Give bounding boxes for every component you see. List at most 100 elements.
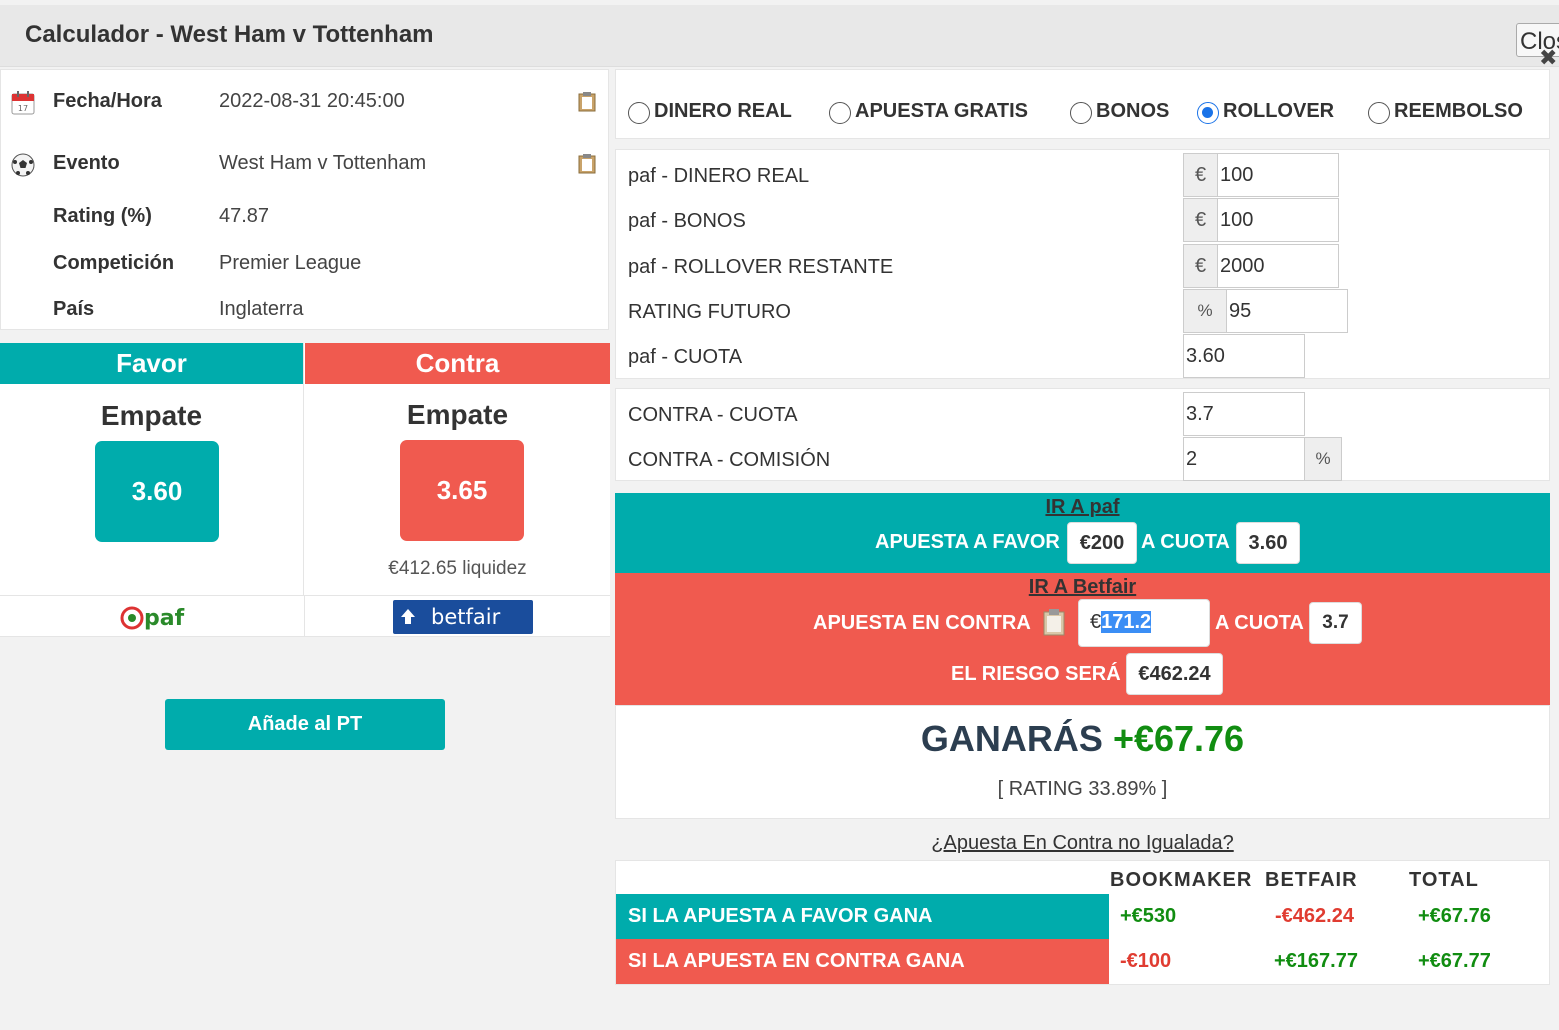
clipboard-icon[interactable] bbox=[1042, 608, 1066, 636]
info-row-fecha: 17 Fecha/Hora 2022-08-31 20:45:00 bbox=[1, 90, 610, 120]
contra-comision-input[interactable]: 2 bbox=[1183, 437, 1305, 481]
currency-addon: € bbox=[1183, 244, 1218, 288]
rating-futuro-input[interactable]: 95 bbox=[1226, 289, 1348, 333]
contra-stake-value: 171.2 bbox=[1101, 611, 1152, 633]
cuota-input[interactable]: 3.60 bbox=[1183, 334, 1305, 378]
favor-stake-label: APUESTA A FAVOR bbox=[875, 531, 1060, 553]
radio-circle-checked[interactable] bbox=[1197, 102, 1219, 124]
riesgo-value: €462.24 bbox=[1126, 653, 1223, 695]
contra-form: CONTRA - CUOTA 3.7 CONTRA - COMISIÓN 2 % bbox=[615, 388, 1550, 481]
rollover-input[interactable]: 2000 bbox=[1217, 244, 1339, 288]
calendar-icon: 17 bbox=[11, 91, 35, 115]
contra-stake-label: APUESTA EN CONTRA bbox=[813, 612, 1031, 634]
radio-bonos[interactable]: BONOS bbox=[1070, 100, 1169, 124]
rating-label: Rating (%) bbox=[53, 205, 152, 227]
radio-label: ROLLOVER bbox=[1223, 100, 1335, 122]
info-row-pais: País Inglaterra bbox=[1, 298, 610, 328]
radio-rollover[interactable]: ROLLOVER bbox=[1197, 100, 1334, 124]
close-button[interactable]: Close bbox=[1516, 23, 1559, 57]
evento-value: West Ham v Tottenham bbox=[219, 152, 427, 174]
percent-addon: % bbox=[1183, 289, 1227, 333]
radio-reembolso[interactable]: REEMBOLSO bbox=[1368, 100, 1523, 124]
contra-instruction-box: IR A Betfair APUESTA EN CONTRA €171.2 A … bbox=[615, 573, 1550, 705]
contra-column: Contra Empate 3.65 €412.65 liquidez bbox=[305, 343, 610, 595]
rating-value: 47.87 bbox=[219, 205, 270, 227]
currency-addon: € bbox=[1183, 198, 1218, 242]
betfair-value: +€167.77 bbox=[1274, 950, 1358, 972]
radio-label: DINERO REAL bbox=[654, 100, 792, 122]
radio-circle[interactable] bbox=[1368, 102, 1390, 124]
bookmaker-value: +€530 bbox=[1120, 905, 1177, 927]
radio-label: BONOS bbox=[1096, 100, 1170, 122]
betfair-logo-text: betfair bbox=[431, 605, 501, 629]
info-row-competicion: Competición Premier League bbox=[1, 252, 610, 282]
info-row-rating: Rating (%) 47.87 bbox=[1, 205, 610, 235]
contra-comision-label: CONTRA - COMISIÓN bbox=[628, 449, 831, 471]
profit-heading: GANARÁS +€67.76 bbox=[616, 718, 1549, 760]
contra-header: Contra bbox=[305, 343, 610, 384]
favor-instruction-box: IR A paf APUESTA A FAVOR €200 A CUOTA 3.… bbox=[615, 493, 1550, 573]
radio-circle[interactable] bbox=[1070, 102, 1092, 124]
add-to-pt-button[interactable]: Añade al PT bbox=[165, 699, 445, 750]
fecha-label: Fecha/Hora bbox=[53, 90, 162, 112]
contra-currency: € bbox=[1090, 611, 1102, 633]
evento-label: Evento bbox=[53, 152, 120, 174]
dialog-titlebar: Calculador - West Ham v Tottenham Close … bbox=[0, 5, 1559, 70]
profit-label: GANARÁS bbox=[920, 718, 1103, 759]
contra-stake-input[interactable]: €171.2 bbox=[1078, 599, 1210, 647]
bonos-input[interactable]: 100 bbox=[1217, 198, 1339, 242]
form-row-contra-comision: CONTRA - COMISIÓN 2 % bbox=[616, 437, 1551, 481]
form-row-contra-cuota: CONTRA - CUOTA 3.7 bbox=[616, 392, 1551, 436]
a-cuota-label: A CUOTA bbox=[1141, 531, 1230, 553]
contra-odds-box[interactable]: 3.65 bbox=[400, 440, 524, 541]
radio-circle[interactable] bbox=[829, 102, 851, 124]
favor-column: Favor Empate 3.60 bbox=[0, 343, 304, 595]
unmatched-bet-link[interactable]: ¿Apuesta En Contra no Igualada? bbox=[931, 832, 1234, 854]
info-row-evento: Evento West Ham v Tottenham bbox=[1, 152, 610, 182]
a-cuota-label: A CUOTA bbox=[1215, 612, 1304, 634]
pais-value: Inglaterra bbox=[219, 298, 304, 320]
profit-value: +€67.76 bbox=[1112, 718, 1245, 759]
favor-odds-value: 3.60 bbox=[1236, 522, 1300, 564]
bookmaker-logo-row: paf betfair bbox=[0, 595, 610, 637]
favor-odds-box[interactable]: 3.60 bbox=[95, 441, 219, 542]
total-value: +€67.76 bbox=[1418, 905, 1491, 927]
fecha-value: 2022-08-31 20:45:00 bbox=[219, 90, 405, 112]
event-info-panel: 17 Fecha/Hora 2022-08-31 20:45:00 Evento… bbox=[0, 69, 609, 330]
paf-logo-text: paf bbox=[144, 606, 185, 631]
clipboard-icon[interactable] bbox=[578, 154, 596, 174]
radio-apuesta-gratis[interactable]: APUESTA GRATIS bbox=[829, 100, 1028, 124]
form-row-bonos: paf - BONOS € 100 bbox=[616, 198, 1551, 242]
col-header-betfair: BETFAIR bbox=[1265, 869, 1358, 891]
rating-futuro-label: RATING FUTURO bbox=[628, 301, 791, 323]
row-label: SI LA APUESTA EN CONTRA GANA bbox=[616, 939, 1109, 984]
row-label: SI LA APUESTA A FAVOR GANA bbox=[616, 894, 1109, 939]
favor-stake-value: €200 bbox=[1067, 522, 1137, 564]
go-to-exchange-link[interactable]: IR A Betfair bbox=[1028, 576, 1137, 598]
bookmaker-form: paf - DINERO REAL € 100 paf - BONOS € 10… bbox=[615, 149, 1550, 379]
betfair-logo[interactable]: betfair bbox=[393, 600, 533, 634]
table-row: SI LA APUESTA A FAVOR GANA +€530 -€462.2… bbox=[616, 894, 1551, 939]
form-row-rollover: paf - ROLLOVER RESTANTE € 2000 bbox=[616, 244, 1551, 288]
clipboard-icon[interactable] bbox=[578, 92, 596, 112]
radio-dinero-real[interactable]: DINERO REAL bbox=[628, 100, 792, 124]
result-panel: GANARÁS +€67.76 [ RATING 33.89% ] bbox=[615, 705, 1550, 819]
cuota-label: paf - CUOTA bbox=[628, 346, 743, 368]
contra-cuota-input[interactable]: 3.7 bbox=[1183, 392, 1305, 436]
dinero-real-input[interactable]: 100 bbox=[1217, 153, 1339, 197]
table-row: SI LA APUESTA EN CONTRA GANA -€100 +€167… bbox=[616, 939, 1551, 984]
bet-type-radio-group: DINERO REAL APUESTA GRATIS BONOS ROLLOVE… bbox=[615, 69, 1550, 139]
contra-liquidity: €412.65 liquidez bbox=[388, 558, 527, 579]
radio-circle[interactable] bbox=[628, 102, 650, 124]
currency-addon: € bbox=[1183, 153, 1218, 197]
close-icon[interactable]: ✖ bbox=[1539, 45, 1558, 70]
favor-header: Favor bbox=[0, 343, 303, 384]
form-row-dinero-real: paf - DINERO REAL € 100 bbox=[616, 153, 1551, 197]
rollover-label: paf - ROLLOVER RESTANTE bbox=[628, 256, 894, 278]
go-to-bookmaker-link[interactable]: IR A paf bbox=[1045, 496, 1120, 518]
bookmaker-value: -€100 bbox=[1120, 950, 1172, 972]
betfair-value: -€462.24 bbox=[1275, 905, 1354, 927]
football-icon bbox=[11, 153, 35, 177]
favor-contra-panel: Favor Empate 3.60 Contra Empate 3.65 €41… bbox=[0, 343, 610, 637]
paf-logo[interactable]: paf bbox=[120, 604, 194, 632]
